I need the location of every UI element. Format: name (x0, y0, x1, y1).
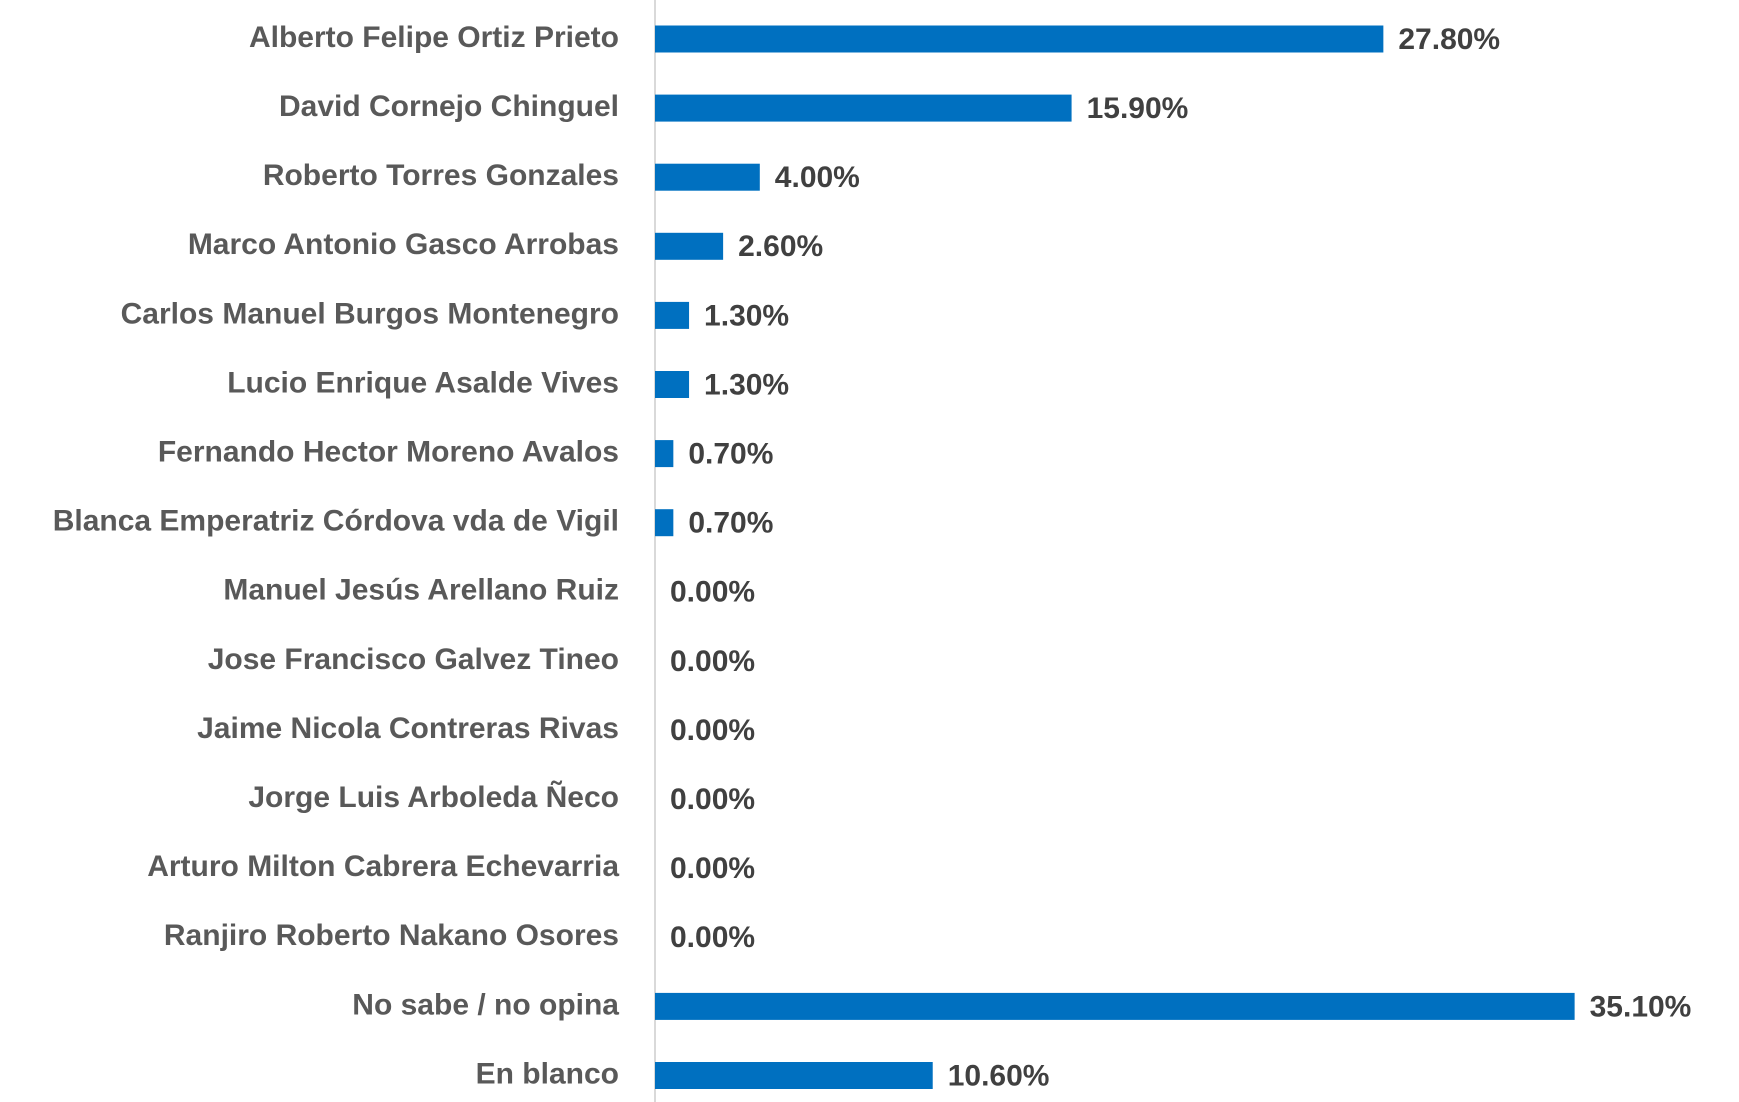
category-label: Jorge Luis Arboleda Ñeco (248, 780, 619, 814)
bar (655, 232, 724, 260)
data-label: 0.00% (670, 645, 755, 678)
bar (655, 440, 674, 468)
bar (655, 1062, 933, 1089)
data-label: 10.60% (948, 1059, 1050, 1092)
category-label: En blanco (476, 1057, 619, 1090)
bar (655, 301, 690, 329)
bar (655, 992, 1575, 1020)
data-label: 0.00% (670, 576, 755, 609)
data-label: 1.30% (704, 368, 789, 401)
category-label: Jose Francisco Galvez Tineo (208, 643, 619, 676)
category-label: David Cornejo Chinguel (279, 90, 619, 123)
category-label: Manuel Jesús Arellano Ruiz (223, 574, 619, 607)
bar (655, 94, 1072, 122)
data-label: 35.10% (1590, 990, 1692, 1023)
category-label: Alberto Felipe Ortiz Prieto (249, 21, 619, 54)
bar (655, 163, 760, 191)
bar (655, 509, 674, 537)
data-label: 0.70% (688, 438, 773, 471)
data-label: 27.80% (1398, 23, 1500, 56)
data-label: 0.00% (670, 783, 755, 816)
data-label: 0.00% (670, 852, 755, 885)
category-label: Arturo Milton Cabrera Echevarria (147, 850, 619, 883)
category-label: Jaime Nicola Contreras Rivas (197, 712, 619, 745)
category-label: Roberto Torres Gonzales (263, 159, 619, 192)
data-label: 1.30% (704, 299, 789, 332)
category-label: Blanca Emperatriz Córdova vda de Vigil (53, 505, 619, 538)
data-label: 2.60% (738, 230, 823, 263)
data-label: 0.00% (670, 921, 755, 954)
category-label: Fernando Hector Moreno Avalos (158, 436, 619, 469)
data-label: 4.00% (775, 161, 860, 194)
category-label: Lucio Enrique Asalde Vives (227, 366, 619, 399)
category-label: Carlos Manuel Burgos Montenegro (121, 297, 619, 330)
data-label: 15.90% (1087, 92, 1189, 125)
data-label: 0.70% (688, 507, 773, 540)
category-label: No sabe / no opina (352, 988, 619, 1021)
bar (655, 25, 1384, 53)
category-label: Ranjiro Roberto Nakano Osores (164, 919, 619, 952)
bar (655, 371, 690, 398)
category-label: Marco Antonio Gasco Arrobas (188, 228, 619, 261)
data-label: 0.00% (670, 714, 755, 747)
